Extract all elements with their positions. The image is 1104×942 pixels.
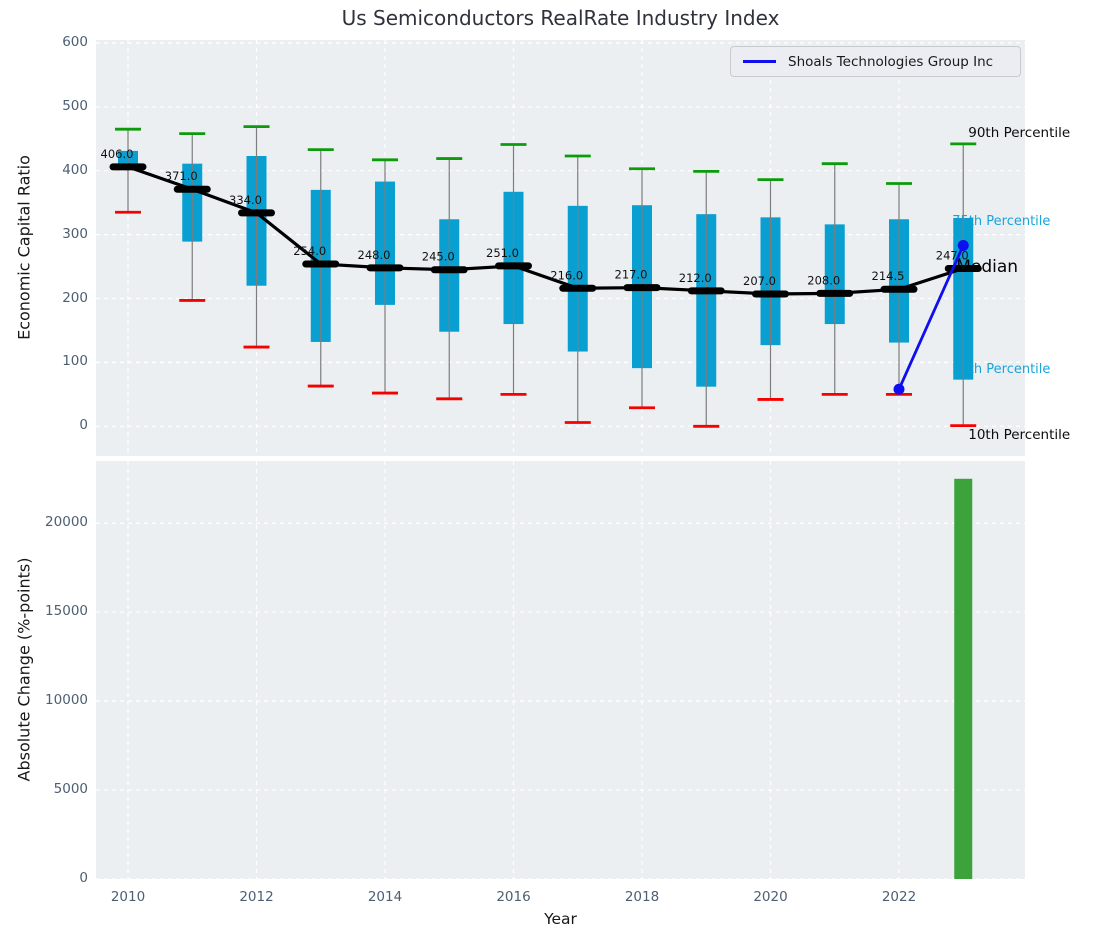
shoals-point-2023 [957,239,969,251]
bottom-y-tick-15000: 15000 [45,603,88,620]
top-y-tick-600: 600 [62,33,88,50]
chart-title: Us Semiconductors RealRate Industry Inde… [341,6,780,30]
median-label-2010: 406.0 [101,147,134,161]
shoals-line [897,244,965,390]
change-bar-2023 [954,478,973,879]
x-tick-2018: 2018 [624,889,660,905]
bottom-plot-area [96,461,1025,879]
median-label-2020: 207.0 [743,274,776,288]
top-y-tick-300: 300 [62,225,88,242]
median-label-2017: 216.0 [550,268,583,282]
median-label-2022: 214.5 [872,269,905,283]
median-label-2021: 208.0 [807,273,840,287]
median-label-2018: 217.0 [615,268,648,282]
top-y-tick-200: 200 [62,289,88,306]
x-tick-2014: 2014 [367,889,403,905]
legend: Shoals Technologies Group Inc [730,46,1021,77]
median-label-2014: 248.0 [358,248,391,262]
legend-line-sample [743,60,776,63]
median-label-2012: 334.0 [229,193,262,207]
x-tick-2020: 2020 [753,889,788,905]
x-tick-2010: 2010 [110,889,146,905]
annotation-10th-percentile: 10th Percentile [968,426,1071,443]
bottom-y-tick-5000: 5000 [53,781,88,798]
x-tick-2016: 2016 [496,889,531,905]
bottom-y-tick-20000: 20000 [45,514,88,531]
x-tick-2022: 2022 [881,889,917,905]
bottom-y-tick-10000: 10000 [45,692,88,709]
bottom-y-axis-label: Absolute Change (%-points) [14,557,34,782]
top-y-tick-100: 100 [62,353,88,370]
annotation-90th-percentile: 90th Percentile [968,124,1071,141]
bottom-y-tick-0: 0 [79,870,88,886]
median-label-2019: 212.0 [679,271,712,285]
top-y-tick-400: 400 [62,161,88,178]
x-tick-2012: 2012 [239,889,274,905]
annotation-75th-percentile: 75th Percentile [952,213,1051,229]
median-label-2011: 371.0 [165,169,198,183]
top-y-tick-0: 0 [79,417,88,434]
annotation-median: Median [956,257,1019,278]
legend-label: Shoals Technologies Group Inc [788,53,994,70]
median-label-2015: 245.0 [422,250,455,264]
top-y-tick-500: 500 [62,97,88,114]
shoals-point-2022 [893,383,905,395]
median-label-2013: 254.0 [293,244,326,258]
x-axis-label: Year [544,910,577,928]
annotation-25th-percentile: 25th Percentile [952,361,1051,377]
median-label-2016: 251.0 [486,246,519,260]
